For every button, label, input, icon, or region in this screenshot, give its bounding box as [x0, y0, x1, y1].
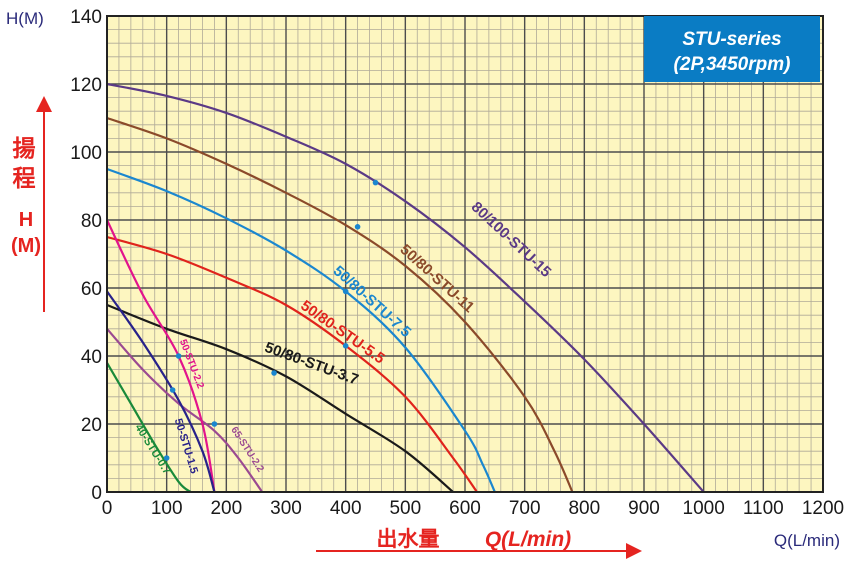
y-tick-label: 40: [81, 347, 102, 368]
y-axis-label-cn-1: 揚: [13, 135, 36, 161]
curve-40-stu-0-7: [106, 362, 192, 493]
curve-50-80-stu-3-7: [106, 303, 454, 493]
curve-marker: [271, 370, 277, 376]
plot-frame: [106, 15, 824, 493]
curve-marker: [354, 224, 361, 230]
y-tick-labels: 0 20 40 60 80 100 120 140: [70, 7, 102, 504]
x-tick-label: 700: [509, 498, 541, 519]
curve-65-stu-2-2: [106, 328, 264, 493]
x-tick-label: 200: [210, 498, 242, 519]
chart-subtitle: (2P,3450rpm): [674, 54, 791, 75]
curve-marker: [372, 179, 379, 186]
x-tick-label: 500: [389, 498, 421, 519]
curve-marker: [211, 421, 218, 427]
y-axis-label-top: H(M): [6, 9, 44, 28]
curve-50-80-stu-11: [106, 116, 574, 493]
curve-marker: [163, 455, 170, 461]
y-axis-label-h: H: [19, 209, 33, 231]
x-tick-label: 1100: [743, 498, 784, 519]
curve-marker: [342, 343, 349, 349]
y-axis-label-cn-2: 程: [13, 165, 36, 191]
curve-50-80-stu-5-5: [106, 235, 478, 493]
y-tick-label: 80: [81, 211, 102, 232]
x-axis-label-right: Q(L/min): [774, 531, 840, 550]
curve-marker: [175, 353, 182, 359]
y-tick-label: 20: [81, 415, 102, 436]
x-tick-label: 300: [270, 498, 302, 519]
y-tick-label: 0: [91, 483, 102, 504]
x-tick-label: 600: [449, 498, 481, 519]
y-tick-label: 140: [70, 7, 102, 28]
y-tick-label: 60: [81, 279, 102, 300]
x-tick-label: 400: [330, 498, 362, 519]
curve-marker: [169, 387, 176, 393]
curve-marker: [342, 288, 349, 295]
x-axis-label-unit: Q(L/min): [485, 528, 571, 551]
title-badge: [644, 16, 820, 82]
x-tick-label: 900: [628, 498, 660, 519]
x-tick-label: 1000: [683, 498, 725, 519]
x-tick-label: 800: [568, 498, 600, 519]
curve-markers: [163, 179, 379, 461]
y-tick-label: 120: [70, 75, 102, 96]
x-tick-label: 0: [102, 498, 113, 519]
x-tick-labels: 0 100 200 300 400 500 600 700 800 900 1000 1100 1200: [102, 498, 844, 519]
curve-80-100-stu-15: [106, 82, 705, 493]
x-tick-label: 1200: [802, 498, 844, 519]
y-axis-label-m: (M): [11, 235, 41, 257]
chart-title: STU-series: [682, 29, 781, 50]
x-tick-label: 100: [151, 498, 183, 519]
x-axis-label-cn: 出水量: [377, 528, 440, 551]
y-tick-label: 100: [70, 143, 102, 164]
curve-50-stu-1-5: [106, 290, 216, 493]
